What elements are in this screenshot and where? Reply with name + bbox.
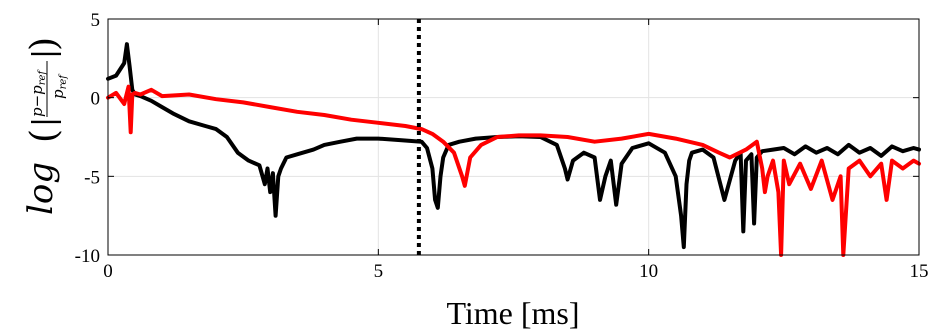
x-tick-label-1: 5 [374,261,384,282]
y-label-paren-left: ( [24,129,65,143]
y-label-bar-left: | [27,117,62,127]
y-label-paren-right: ) [24,37,65,51]
y-tick-label-1: -5 [84,167,100,188]
axes-frame [107,18,920,256]
y-label-bar-right: | [27,49,62,59]
x-ticks: 0 5 10 15 [103,19,929,282]
y-tick-label-3: 5 [91,10,101,31]
y-ticks: -10 -5 0 5 [75,10,919,267]
x-axis-label: Time [ms] [446,295,579,331]
series-line-0 [106,42,921,250]
y-label-numerator: p−pref [28,69,48,117]
series-line-1 [106,84,921,257]
x-tick-label-0: 0 [103,261,113,282]
x-tick-label-2: 10 [639,261,658,282]
y-label-log: log [21,162,61,215]
y-tick-label-0: -10 [75,246,100,267]
plot-area [106,42,921,257]
y-label-denominator: pref [49,73,69,99]
y-tick-label-2: 0 [91,89,101,110]
x-tick-label-3: 15 [910,261,929,282]
y-axis-label: log ( | p−pref pref | ) [21,37,69,215]
